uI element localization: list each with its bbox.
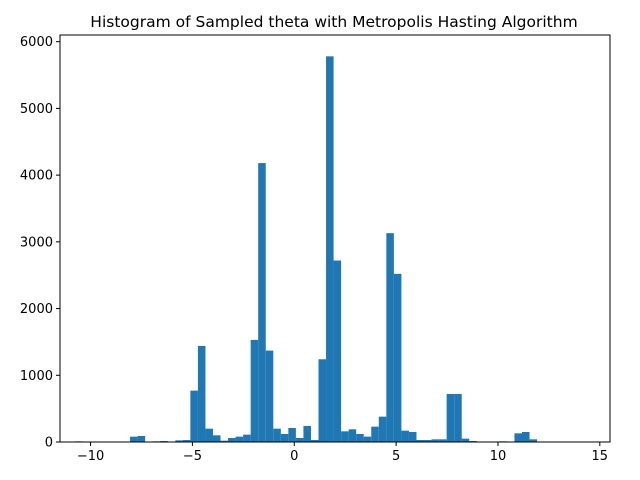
histogram-bar [416, 440, 425, 442]
histogram-bar [522, 431, 530, 442]
histogram-bar [529, 439, 538, 442]
histogram-bar [273, 428, 281, 442]
histogram-bar [371, 426, 379, 442]
histogram-bar [431, 439, 440, 442]
histogram-bar [182, 440, 191, 442]
histogram-bar [190, 390, 198, 442]
y-tick-label: 6000 [20, 35, 53, 50]
histogram-bar [401, 430, 409, 442]
histogram-bar [130, 436, 138, 442]
histogram-bar [348, 429, 357, 442]
x-tick-label: −5 [183, 449, 202, 464]
x-axis-ticks: −10 −5 0 5 10 15 [77, 442, 608, 464]
y-tick-label: 4000 [20, 169, 53, 184]
y-tick-label: 3000 [20, 235, 53, 250]
plot-frame [59, 34, 611, 443]
histogram-bar [288, 427, 296, 442]
y-tick-label: 2000 [20, 302, 53, 317]
histogram-bar [318, 359, 327, 442]
histogram-bar [235, 436, 244, 442]
histogram-bar [424, 440, 432, 442]
histogram-bar [295, 438, 304, 442]
histogram-bar [333, 260, 342, 442]
y-tick-label: 1000 [20, 369, 53, 384]
x-tick-label: 5 [392, 449, 400, 464]
histogram-bar [439, 439, 447, 442]
histogram-bar [228, 438, 236, 442]
histogram-bar [243, 434, 251, 442]
y-axis-ticks: 0 1000 2000 3000 4000 5000 6000 [20, 35, 60, 451]
histogram-bar [258, 163, 266, 442]
bars-group [75, 56, 538, 442]
histogram-bar [220, 440, 229, 442]
histogram-bar [386, 233, 394, 442]
y-tick-label: 0 [45, 436, 53, 451]
histogram-bar [514, 433, 522, 442]
histogram-bar [197, 345, 206, 442]
histogram-bar [446, 393, 455, 442]
x-tick-label: 10 [490, 449, 507, 464]
histogram-bar [280, 433, 289, 442]
x-tick-label: 0 [290, 449, 298, 464]
histogram-bar [363, 436, 372, 442]
histogram-bar [454, 393, 462, 442]
histogram-bar [310, 440, 319, 442]
histogram-bar [212, 435, 221, 442]
histogram-bar [265, 350, 274, 442]
histogram-bar [461, 438, 470, 442]
histogram-bar [303, 425, 311, 442]
y-tick-label: 5000 [20, 102, 53, 117]
histogram-bar [326, 56, 334, 442]
histogram-bar [250, 339, 259, 442]
histogram-bar [341, 431, 349, 442]
histogram-bar [137, 436, 146, 442]
x-tick-label: −10 [77, 449, 104, 464]
histogram-bar [378, 416, 387, 442]
histogram-bar [356, 433, 364, 442]
histogram-bar [408, 431, 417, 442]
x-tick-label: 15 [592, 449, 609, 464]
chart-title: Histogram of Sampled theta with Metropol… [90, 13, 577, 31]
histogram-bar [393, 273, 402, 442]
histogram-bar [205, 428, 213, 442]
histogram-bar [175, 440, 183, 442]
